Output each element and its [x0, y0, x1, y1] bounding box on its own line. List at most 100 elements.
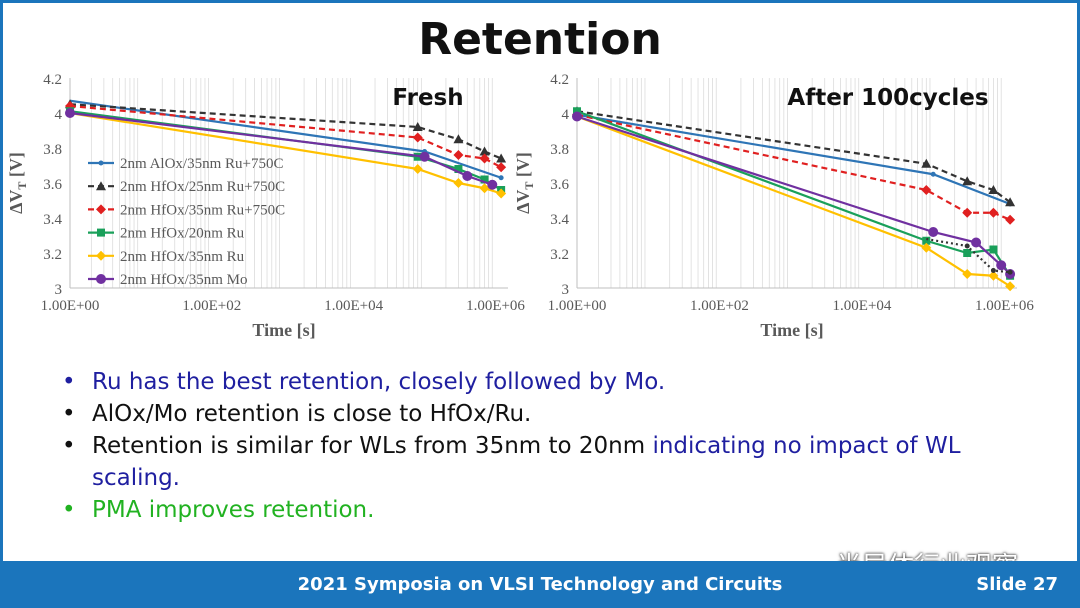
y-tick-label: 3 [55, 282, 63, 298]
data-point [971, 237, 982, 248]
data-point [996, 260, 1007, 271]
y-tick-label: 3.6 [43, 177, 62, 193]
data-point [573, 107, 581, 116]
data-point [1005, 214, 1016, 225]
bullet-text: AlOx/Mo retention is close to HfOx/Ru. [92, 401, 532, 427]
legend-item: 2nm HfOx/35nm Ru [88, 249, 245, 265]
frame-left [0, 0, 3, 608]
data-point [921, 185, 932, 195]
legend-item: 2nm AlOx/35nm Ru+750C [88, 156, 283, 172]
data-point [496, 188, 507, 199]
bullet-dot: • [62, 401, 76, 427]
frame-right [1077, 0, 1080, 608]
series-line [576, 110, 1011, 204]
data-point [96, 250, 106, 261]
slide-title: Retention [418, 14, 662, 65]
y-tick-label: 3.4 [550, 212, 569, 228]
series-line [926, 237, 1011, 274]
data-point [453, 178, 464, 188]
data-point [480, 175, 489, 184]
chart-fresh: 3 3.2 3.4 3.6 3.8 4 4.2 1.00E+00 1.00E+02 1.00E+0… [6, 72, 525, 340]
chart-after-100cycles: 3 3.2 3.4 3.6 3.8 4 4.2 1.00E+00 1.00E+02 1.00E+0… [513, 72, 1034, 340]
data-point [964, 243, 970, 249]
y-tick-label: 4 [55, 107, 63, 123]
data-point [1005, 197, 1016, 207]
series-2nm-hfox-35nm-mo [65, 108, 498, 190]
data-point [412, 132, 423, 143]
data-point [462, 171, 473, 181]
bullet-item: • Ru has the best retention, closely foll… [60, 366, 1050, 398]
data-point [454, 165, 463, 173]
data-point [988, 207, 999, 218]
data-point [96, 274, 106, 284]
y-tick-label: 3 [562, 282, 570, 298]
bullet-text: Retention is similar for WLs from 35nm t… [92, 433, 653, 459]
data-point [990, 268, 996, 273]
data-point [487, 179, 498, 190]
legend-item: 2nm HfOx/35nm Ru+750C [88, 202, 285, 218]
data-point [989, 245, 998, 254]
data-point [928, 227, 939, 237]
data-point [98, 160, 104, 166]
slide-number: Slide 27 [976, 574, 1058, 595]
data-point [479, 153, 490, 164]
legend-label: 2nm AlOx/35nm Ru+750C [120, 156, 283, 172]
bullet-item: • PMA improves retention. [60, 494, 1050, 526]
data-point [496, 162, 507, 173]
series-line [69, 111, 493, 186]
legend-label: 2nm HfOx/35nm Mo [120, 272, 248, 288]
bullet-item: • AlOx/Mo retention is close to HfOx/Ru. [60, 398, 1050, 430]
footer-bar: 2021 Symposia on VLSI Technology and Cir… [0, 561, 1080, 608]
data-point [930, 171, 936, 177]
series-unnamed [572, 111, 1016, 279]
y-tick-label: 4.2 [550, 72, 569, 88]
frame-top [0, 0, 1080, 3]
y-tick-label: 4 [562, 107, 570, 123]
data-point [65, 108, 75, 118]
bullet-dot: • [62, 497, 76, 523]
legend-label: 2nm HfOx/20nm Ru [120, 226, 245, 242]
series-line [576, 115, 1011, 288]
y-tick-label: 4.2 [43, 72, 62, 88]
data-point [479, 146, 490, 156]
x-axis-label: Time [s] [760, 320, 823, 340]
bullet-list: • Ru has the best retention, closely foll… [60, 366, 1050, 526]
legend-item: 2nm HfOx/20nm Ru [88, 226, 245, 242]
data-point [1005, 281, 1016, 292]
series-line [576, 110, 1012, 277]
x-tick-label: 1.00E+06 [975, 298, 1034, 314]
series-2nm-alox-35nm-ru-750c [69, 99, 504, 181]
x-tick-label: 1.00E+04 [833, 298, 892, 314]
y-axis-label: ΔVT [V] [6, 152, 29, 214]
bullet-text: PMA improves retention. [92, 497, 375, 523]
footer-conference: 2021 Symposia on VLSI Technology and Cir… [297, 574, 783, 595]
legend-item: 2nm HfOx/35nm Mo [88, 272, 248, 288]
x-tick-label: 1.00E+02 [690, 298, 749, 314]
y-tick-label: 3.6 [550, 177, 569, 193]
data-point [963, 249, 972, 257]
data-point [988, 270, 999, 281]
y-tick-label: 3.2 [550, 247, 569, 263]
data-point [496, 153, 507, 163]
data-point [922, 236, 931, 245]
series-unnamed [572, 109, 1016, 225]
data-point [412, 164, 423, 174]
legend-label: 2nm HfOx/35nm Ru+750C [120, 202, 285, 218]
y-tick-label: 3.8 [550, 142, 569, 158]
series-line [576, 113, 1011, 221]
bullet-text: indicating no impact of WL scaling. [92, 433, 961, 491]
data-point [96, 204, 106, 215]
x-axis-label: Time [s] [252, 320, 315, 340]
data-point [572, 111, 582, 122]
data-point [962, 176, 973, 186]
chart-title: Fresh [392, 85, 463, 111]
legend-item: 2nm HfOx/25nm Ru+750C [88, 179, 285, 195]
data-point [1007, 269, 1013, 275]
bullet-dot: • [62, 369, 76, 395]
data-point [988, 185, 999, 194]
data-point [498, 175, 504, 181]
data-point [419, 151, 430, 162]
data-point [97, 228, 105, 237]
series-unnamed [926, 237, 1013, 275]
data-point [962, 269, 973, 279]
